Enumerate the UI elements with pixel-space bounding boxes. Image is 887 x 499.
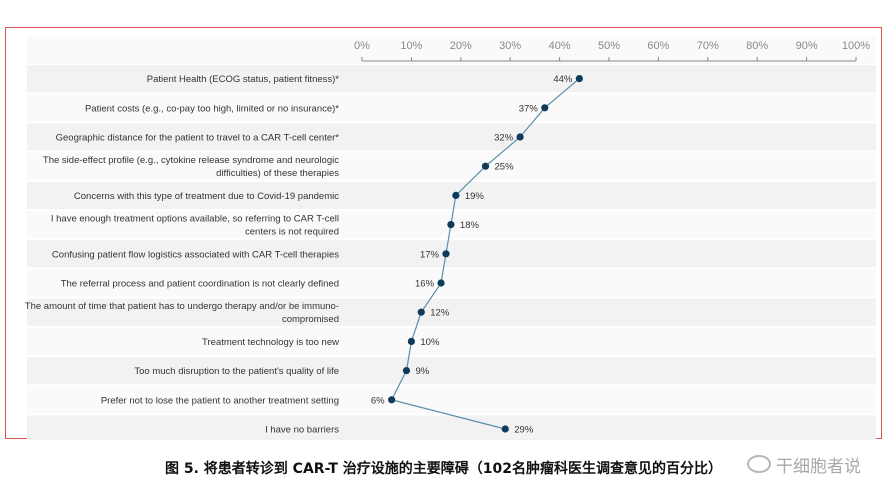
data-label: 19% (465, 191, 485, 202)
data-point (541, 104, 549, 112)
category-label: Confusing patient flow logistics associa… (52, 249, 339, 260)
category-label: The referral process and patient coordin… (61, 279, 339, 290)
x-tick-label: 0% (354, 40, 370, 52)
category-label: Treatment technology is too new (202, 337, 339, 348)
category-label: I have enough treatment options availabl… (51, 214, 339, 238)
x-tick-label: 60% (647, 40, 669, 52)
data-label: 32% (494, 133, 514, 144)
data-point (575, 75, 583, 83)
row-band (27, 152, 876, 180)
row-band (27, 269, 876, 297)
data-point (447, 221, 455, 229)
data-label: 10% (420, 337, 440, 348)
data-label: 6% (371, 395, 385, 406)
watermark: 干细胞者说 (747, 452, 861, 477)
data-label: 9% (415, 366, 429, 377)
data-point (388, 396, 396, 404)
axis-band (27, 37, 876, 64)
category-label: Prefer not to lose the patient to anothe… (101, 395, 339, 406)
data-point (442, 250, 450, 258)
data-point (452, 191, 460, 199)
row-band (27, 357, 876, 385)
row-band (27, 181, 876, 209)
x-tick-label: 80% (746, 40, 768, 52)
category-label: Too much disruption to the patient's qua… (134, 366, 339, 377)
category-label: I have no barriers (265, 425, 339, 436)
row-band (27, 415, 876, 440)
x-tick-label: 50% (598, 40, 620, 52)
data-label: 12% (430, 308, 450, 319)
data-point (516, 133, 524, 141)
data-label: 37% (519, 103, 539, 114)
x-tick-label: 90% (796, 40, 818, 52)
x-tick-label: 70% (697, 40, 719, 52)
row-band (27, 240, 876, 268)
chart-plot: 0% 10% 20% 30% 40% 50% 60% 70% 80% 90% 100% Patient… (24, 37, 876, 440)
figure-caption: 图 5. 将患者转诊到 CAR-T 治疗设施的主要障碍（102名肿瘤科医生调查意… (165, 461, 722, 477)
category-label: Concerns with this type of treatment due… (74, 191, 339, 202)
category-label: Patient costs (e.g., co-pay too high, li… (85, 103, 339, 114)
data-label: 44% (553, 74, 573, 85)
row-band (27, 298, 876, 326)
row-band (27, 386, 876, 414)
x-tick-label: 100% (842, 40, 870, 52)
data-point (437, 279, 445, 287)
data-point (417, 308, 425, 316)
data-point (481, 162, 490, 170)
category-label: Geographic distance for the patient to t… (56, 133, 340, 144)
watermark-text: 干细胞者说 (776, 457, 861, 477)
data-label: 18% (460, 220, 480, 231)
data-label: 29% (514, 425, 534, 436)
data-point (402, 367, 411, 375)
category-label: The side-effect profile (e.g., cytokine … (43, 155, 339, 179)
data-label: 16% (415, 279, 435, 290)
row-band (27, 94, 876, 122)
row-band (27, 327, 876, 355)
x-tick-label: 40% (549, 40, 571, 52)
row-band (27, 65, 876, 93)
data-point (501, 425, 509, 433)
category-label: The amount of time that patient has to u… (25, 301, 339, 325)
x-tick-label: 20% (450, 40, 472, 52)
data-point (407, 337, 415, 345)
row-band (27, 123, 876, 151)
data-label: 25% (495, 162, 515, 173)
data-label: 17% (420, 249, 440, 260)
x-tick-label: 30% (499, 40, 521, 52)
wechat-icon (747, 455, 771, 473)
x-tick-label: 10% (400, 40, 422, 52)
category-label: Patient Health (ECOG status, patient fit… (147, 74, 340, 85)
